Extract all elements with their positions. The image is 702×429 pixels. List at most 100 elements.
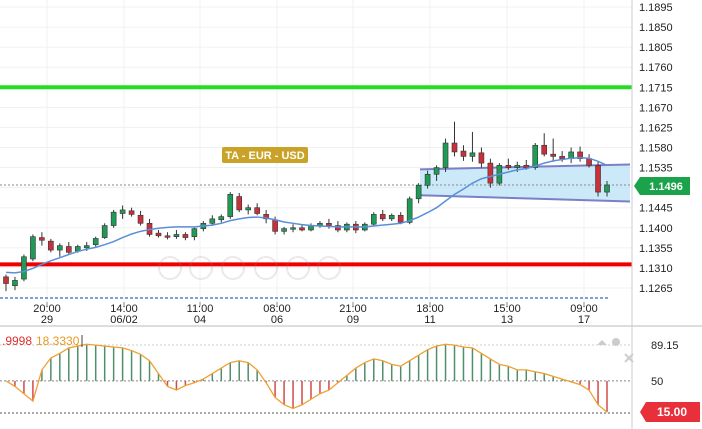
candle-body: [39, 237, 45, 241]
instrument-badge-bg: [222, 147, 308, 163]
candle-body: [424, 173, 431, 186]
x-tick-day: 17: [578, 314, 590, 326]
close-icon[interactable]: [624, 353, 634, 363]
tool-icon-1: [158, 256, 182, 280]
x-tick-day: 11: [424, 314, 435, 326]
candle-body: [406, 198, 413, 223]
instrument-badge[interactable]: TA - EUR - USD: [222, 147, 308, 163]
instrument-label: TA - EUR - USD: [225, 150, 304, 162]
candle-body: [451, 142, 458, 153]
x-tick-time: 09:00: [570, 303, 598, 315]
candle-body: [182, 234, 189, 238]
y-tick-label: 1.1760: [639, 62, 673, 74]
candle-body: [514, 165, 521, 168]
price-axis-ticks: 1.1895 1.1850 1.1805 1.1760 1.1715 1.1670 1.16…: [639, 2, 673, 295]
candle-body: [218, 216, 225, 221]
candle-body: [119, 209, 126, 214]
candle-body: [110, 211, 117, 226]
y-tick-label: 1.1445: [639, 203, 673, 215]
candle-body: [101, 225, 108, 238]
indicator-axis-ticks: 89.15 50: [651, 340, 679, 388]
candle-body: [604, 184, 610, 193]
candle-body: [370, 214, 377, 225]
y-tick-label: 1.1850: [639, 22, 673, 34]
horizontal-levels: [0, 85, 632, 299]
tool-icon-4: [254, 256, 278, 280]
x-tick-time: 15:00: [493, 303, 521, 315]
y-tick-label: 1.1670: [639, 102, 673, 114]
indicator-current-label: 15.00: [657, 405, 687, 419]
y-tick-label: 1.1625: [639, 122, 673, 134]
y-tick-label: 1.1805: [639, 42, 673, 54]
tool-icon-5: [286, 256, 310, 280]
x-tick-day: 09: [347, 314, 359, 326]
toolbar-watermark: [158, 256, 341, 280]
indicator-line: [5, 343, 608, 413]
channel-fill: [420, 164, 630, 202]
moving-average-line: [5, 156, 608, 274]
tool-icon-3: [221, 256, 245, 280]
candle-body: [335, 225, 341, 231]
x-tick-time: 20:00: [33, 303, 61, 315]
candle-body: [505, 165, 512, 168]
candle-body: [577, 151, 583, 159]
candle-body: [164, 235, 171, 238]
current-price-badge-bg: [634, 177, 690, 195]
y-tick-label: 1.1400: [639, 223, 673, 235]
candle-body: [92, 238, 99, 246]
indicator-histogram: [14, 344, 608, 413]
x-tick-time: 08:00: [263, 303, 291, 315]
y-tick-label: 1.1310: [639, 263, 673, 275]
candle-body: [433, 167, 440, 175]
candle-body: [128, 210, 135, 215]
candle-body: [57, 245, 63, 251]
candle-body: [3, 276, 9, 284]
x-tick-day: 04: [194, 314, 206, 326]
candle-body: [478, 152, 485, 164]
candle-body: [442, 142, 449, 168]
candle-body: [30, 236, 36, 260]
candle-body: [254, 207, 260, 214]
candle-body: [281, 228, 287, 232]
y-tick-label: 1.1580: [639, 142, 673, 154]
candle-body: [12, 280, 18, 287]
candle-body: [137, 214, 144, 224]
candle-body: [227, 194, 234, 217]
tool-icon-6: [317, 256, 341, 280]
candle-body: [155, 232, 162, 237]
candle-body: [245, 207, 251, 211]
indicator-current-badge-bg: [640, 402, 700, 422]
candle-body: [415, 185, 422, 200]
candle-body: [586, 158, 592, 166]
candle-body: [173, 234, 180, 237]
moving-average: [5, 156, 608, 274]
x-tick-time: 21:00: [339, 303, 367, 315]
candle-body: [397, 214, 404, 223]
candle-body: [272, 219, 278, 232]
x-tick-time: 18:00: [416, 303, 444, 315]
indicator-label-value: 18.3330: [36, 334, 80, 348]
y-tick-label: 1.1715: [639, 82, 673, 94]
candle-body: [191, 228, 198, 237]
candle-body: [523, 165, 530, 168]
collapse-icon[interactable]: [597, 340, 607, 345]
candle-body: [532, 144, 539, 168]
tool-icon-2: [189, 256, 213, 280]
candle-body: [48, 240, 54, 251]
candle-body: [209, 218, 216, 224]
x-tick-day: 29: [41, 314, 53, 326]
indicator-y-tick-label: 89.15: [651, 340, 679, 352]
y-tick-label: 1.1355: [639, 243, 673, 255]
x-tick-day: 06: [271, 314, 283, 326]
candle-body: [550, 153, 556, 157]
channel-lower-line[interactable]: [419, 194, 631, 203]
candle-body: [460, 150, 467, 157]
candle-body: [83, 245, 90, 249]
candle-body: [263, 214, 269, 220]
x-tick-day: 13: [501, 314, 513, 326]
candle-body: [236, 196, 243, 211]
indicator-levels: [0, 344, 632, 414]
settings-icon[interactable]: [612, 338, 620, 346]
x-tick-day: 06/02: [110, 314, 138, 326]
